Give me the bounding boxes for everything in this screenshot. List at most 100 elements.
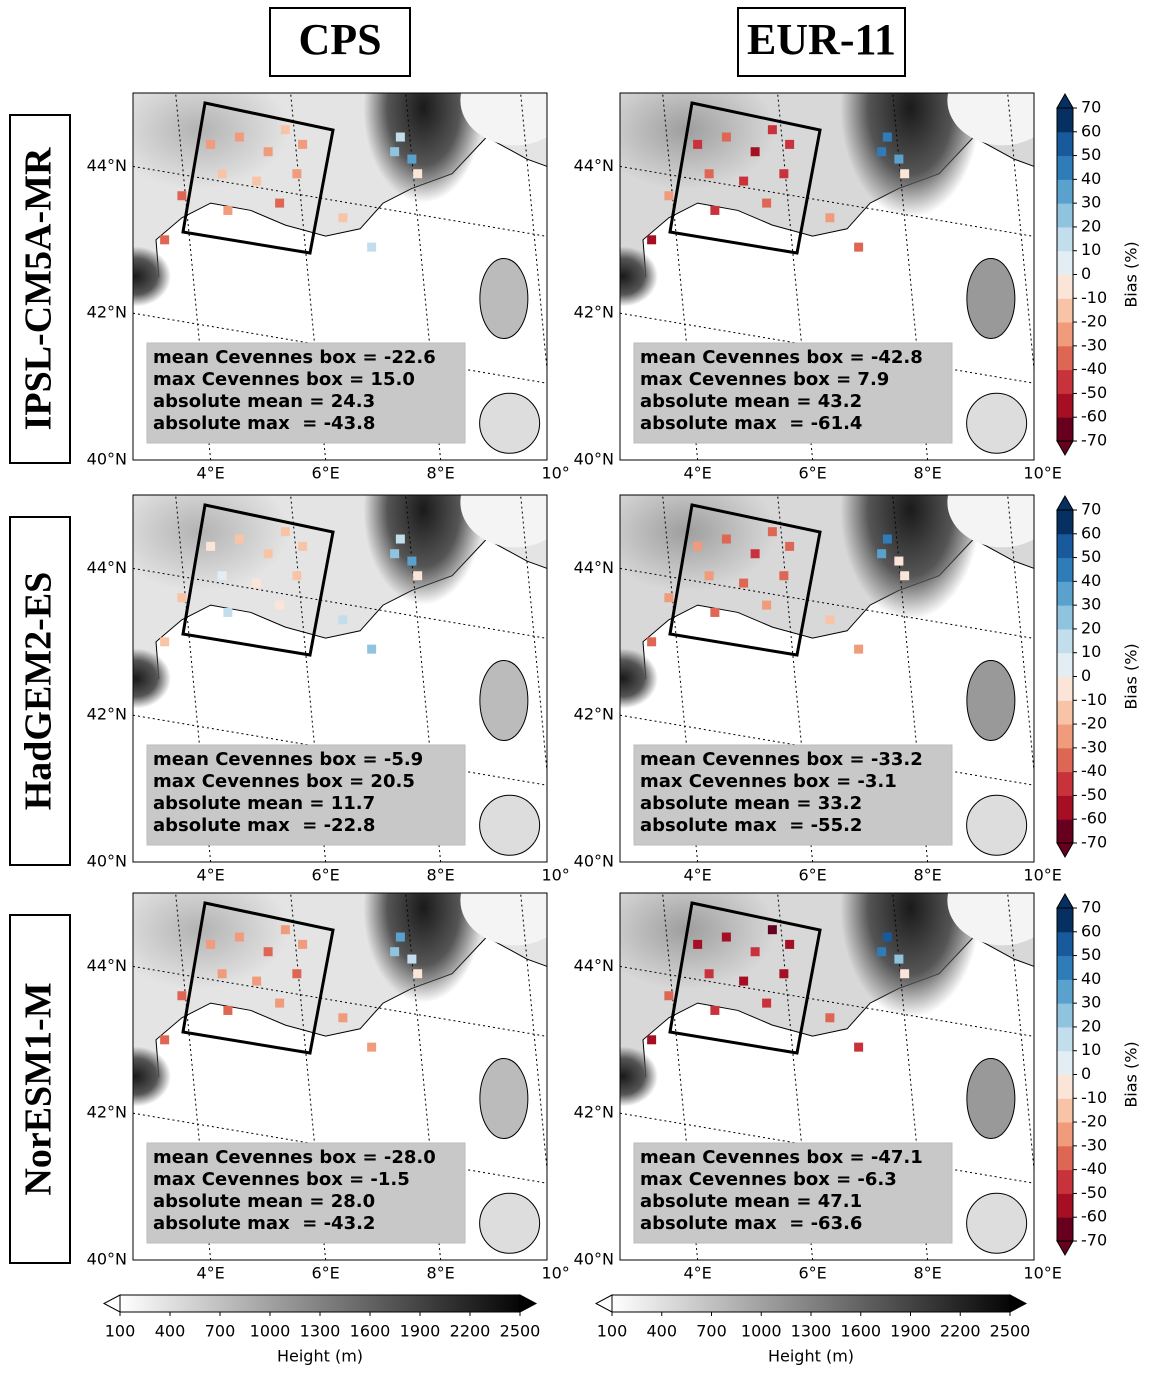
station xyxy=(693,140,702,149)
colorbar-band xyxy=(1057,1098,1073,1122)
station xyxy=(894,155,903,164)
colorbar-band xyxy=(1057,581,1073,605)
lat-label: 40°N xyxy=(87,1250,127,1269)
lat-label: 40°N xyxy=(574,852,614,871)
station xyxy=(739,177,748,186)
corsica xyxy=(967,259,1015,339)
station xyxy=(751,549,760,558)
colorbar-tick-label: -70 xyxy=(1081,431,1107,450)
colorbar-tick-label: 0 xyxy=(1081,1064,1091,1083)
pyrenees xyxy=(101,649,171,709)
colorbar-tick-label: 70 xyxy=(1081,500,1101,519)
colorbar-tick-label: -40 xyxy=(1081,359,1107,378)
station xyxy=(390,147,399,156)
station xyxy=(705,571,714,580)
stat-line: mean Cevennes box = -28.0 xyxy=(153,1147,436,1168)
colorbar-band xyxy=(1057,132,1073,156)
colorbar-tick-label: -20 xyxy=(1081,312,1107,331)
stat-line: mean Cevennes box = -42.8 xyxy=(640,347,923,368)
lon-label: 8°E xyxy=(913,1264,941,1283)
lat-label: 42°N xyxy=(574,705,614,724)
pyrenees xyxy=(588,1047,658,1107)
colorbar-band xyxy=(1057,156,1073,180)
pyrenees xyxy=(101,1047,171,1107)
colorbar-band xyxy=(1057,1075,1073,1099)
station xyxy=(298,940,307,949)
colorbar-tick-label: 1600 xyxy=(350,1322,391,1341)
sardinia xyxy=(967,795,1027,855)
lon-label: 10°E xyxy=(1023,464,1061,483)
colorbar-tick-label: 1000 xyxy=(741,1322,782,1341)
column-header: EUR-11 xyxy=(747,15,896,64)
map-panel: mean Cevennes box = -42.8max Cevennes bo… xyxy=(574,0,1062,530)
station xyxy=(275,601,284,610)
stat-line: max Cevennes box = -3.1 xyxy=(640,771,897,792)
station xyxy=(218,169,227,178)
colorbar-tick-label: -10 xyxy=(1081,288,1107,307)
station xyxy=(160,1035,169,1044)
colorbar-tick-label: 60 xyxy=(1081,121,1101,140)
colorbar-arrow xyxy=(1010,1295,1026,1312)
station xyxy=(647,1035,656,1044)
station xyxy=(264,147,273,156)
station xyxy=(762,601,771,610)
colorbar-tick-label: 2200 xyxy=(450,1322,491,1341)
stat-line: mean Cevennes box = -5.9 xyxy=(153,749,423,770)
sardinia xyxy=(967,1193,1027,1253)
po-plain xyxy=(460,55,570,145)
station xyxy=(298,140,307,149)
station xyxy=(877,549,886,558)
colorbar-tick-label: 20 xyxy=(1081,1016,1101,1035)
lat-label: 40°N xyxy=(87,450,127,469)
lon-label: 6°E xyxy=(798,1264,826,1283)
station xyxy=(894,955,903,964)
pyrenees xyxy=(101,247,171,307)
colorbar-tick-label: -30 xyxy=(1081,1135,1107,1154)
station xyxy=(292,169,301,178)
sardinia xyxy=(967,393,1027,453)
colorbar-band xyxy=(1057,534,1073,558)
colorbar-band xyxy=(1057,251,1073,275)
lon-label: 10° xyxy=(541,464,569,483)
colorbar-band xyxy=(1057,558,1073,582)
sardinia xyxy=(480,795,540,855)
station xyxy=(281,125,290,134)
colorbar-tick-label: -30 xyxy=(1081,737,1107,756)
lon-label: 6°E xyxy=(311,866,339,885)
row-label: IPSL-CM5A-MR xyxy=(18,147,60,430)
corsica xyxy=(480,259,528,339)
station xyxy=(252,579,261,588)
colorbar-band xyxy=(1057,322,1073,346)
station xyxy=(705,169,714,178)
stat-line: absolute max = -61.4 xyxy=(640,413,862,434)
colorbar-tick-label: -50 xyxy=(1081,1183,1107,1202)
colorbar-tick-label: -60 xyxy=(1081,809,1107,828)
station xyxy=(693,940,702,949)
station xyxy=(292,969,301,978)
station xyxy=(396,933,405,942)
station xyxy=(877,147,886,156)
lat-label: 40°N xyxy=(574,450,614,469)
station xyxy=(338,615,347,624)
corsica xyxy=(480,1059,528,1139)
colorbar-tick-label: -30 xyxy=(1081,335,1107,354)
colorbar-tick-label: 30 xyxy=(1081,595,1101,614)
colorbar-band xyxy=(1057,653,1073,677)
corsica xyxy=(480,661,528,741)
stat-line: mean Cevennes box = -33.2 xyxy=(640,749,923,770)
station xyxy=(779,571,788,580)
lon-label: 4°E xyxy=(683,464,711,483)
colorbar-tick-label: -10 xyxy=(1081,1088,1107,1107)
stat-line: max Cevennes box = 7.9 xyxy=(640,369,889,390)
colorbar-tick-label: 1000 xyxy=(250,1322,291,1341)
colorbar-tick-label: 20 xyxy=(1081,216,1101,235)
lat-label: 40°N xyxy=(574,1250,614,1269)
station xyxy=(264,947,273,956)
station xyxy=(390,549,399,558)
station xyxy=(223,608,232,617)
station xyxy=(407,557,416,566)
station xyxy=(235,933,244,942)
colorbar-tick-label: 10 xyxy=(1081,240,1101,259)
colorbar-band xyxy=(1057,1193,1073,1217)
stat-line: absolute mean = 33.2 xyxy=(640,793,862,814)
